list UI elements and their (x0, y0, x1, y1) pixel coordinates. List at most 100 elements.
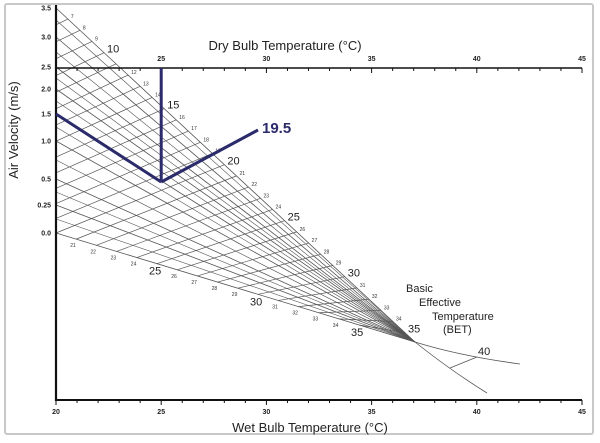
bet-scale-label: (BET) (443, 324, 472, 336)
bet-lower-label: 27 (191, 280, 197, 286)
bet-upper-label: 32 (372, 294, 378, 300)
velocity-line (55, 36, 416, 343)
velocity-line (55, 140, 416, 343)
bottom-axis-tick-label: 30 (263, 409, 271, 416)
bet-upper-label: 28 (324, 249, 330, 255)
velocity-line (55, 126, 416, 343)
bet-lower-label: 33 (313, 317, 319, 323)
bet-lower-label: 24 (131, 262, 137, 268)
bet-lower-label: 25 (149, 266, 161, 278)
velocity-line (55, 88, 416, 343)
bet-upper-label: 34 (396, 316, 402, 322)
velocity-line (55, 191, 416, 343)
bet-isoline (298, 298, 369, 307)
bet-isoline (55, 41, 93, 60)
left-axis-tick-label: 3.0 (41, 35, 51, 42)
bet-isoline (237, 265, 333, 289)
bet-isoline (136, 209, 273, 258)
bottom-axis-tick-label: 20 (52, 409, 60, 416)
bet-lower-label: 28 (212, 286, 218, 292)
bet-upper-label: 14 (155, 92, 161, 98)
bet-label-40: 40 (478, 346, 490, 358)
bet-upper-label: 8 (83, 25, 86, 31)
bet-isoline (116, 197, 261, 252)
bet-isoline (55, 164, 225, 234)
example-result-line (160, 128, 259, 184)
bottom-axis-tick-label: 45 (578, 409, 586, 416)
velocity-line (55, 100, 416, 343)
left-axis-tick-label: 0.0 (41, 231, 51, 238)
left-axis-tick-label: 1.0 (41, 139, 51, 146)
bet-lower-label: 29 (232, 292, 238, 298)
top-axis-tick-label: 25 (157, 56, 165, 63)
bet-curve-upper (414, 341, 521, 365)
bottom-axis-tick-label: 35 (368, 409, 376, 416)
bet-upper-label: 21 (239, 171, 245, 177)
bet-scale-label: Effective (419, 297, 461, 309)
bet-lower-label: 23 (111, 255, 117, 261)
bet-lower-label: 35 (351, 327, 363, 339)
bet-upper-label: 26 (300, 227, 306, 233)
left-axis-tick-label: 2.5 (41, 65, 51, 72)
bet-isoline (358, 324, 406, 334)
bet-isoline (257, 276, 345, 295)
bet-isoline (55, 153, 213, 219)
bet-isoline (76, 175, 237, 240)
bet-lower-label: 34 (333, 323, 339, 329)
left-axis-tick-label: 0.25 (37, 203, 51, 210)
bet-upper-label: 20 (227, 156, 239, 168)
bet-upper-label: 23 (264, 193, 270, 199)
bet-lower-label: 22 (90, 249, 96, 255)
bottom-axis-tick-label: 40 (473, 409, 481, 416)
bottom-axis-title: Wet Bulb Temperature (°C) (232, 420, 388, 435)
bet-upper-label: 31 (360, 283, 366, 289)
bet-lower-label: 30 (250, 296, 262, 308)
bet-upper-label: 30 (348, 268, 360, 280)
bet-upper-label: 7 (71, 14, 74, 20)
velocity-line (55, 232, 416, 343)
top-axis-tick-label: 40 (473, 56, 481, 63)
left-axis-tick-label: 3.5 (41, 6, 51, 13)
bet-upper-label: 13 (143, 81, 149, 87)
bet-isoline (318, 309, 381, 314)
bet-upper-label: 29 (336, 260, 342, 266)
bottom-axis-tick-label: 25 (157, 409, 165, 416)
bet-upper-label: 16 (179, 115, 185, 121)
bet-upper-label: 33 (384, 305, 390, 311)
bet-isoline (55, 29, 81, 43)
left-axis-tick-label: 0.5 (41, 177, 51, 184)
velocity-line (55, 218, 416, 343)
bet-isoline (55, 52, 105, 76)
bet-upper-label: 35 (408, 324, 420, 336)
top-axis-tick-label: 30 (263, 56, 271, 63)
bet-lower-label: 21 (70, 243, 76, 249)
bet-isoline (177, 231, 297, 271)
bet-upper-label: 12 (131, 70, 137, 76)
left-axis-title: Air Velocity (m/s) (6, 81, 21, 179)
velocity-line (55, 77, 416, 343)
bet-upper-label: 27 (312, 238, 318, 244)
left-axis-tick-label: 1.5 (41, 112, 51, 119)
velocity-line (55, 178, 416, 343)
bet-lower-label: 26 (171, 274, 177, 280)
chart-frame (4, 3, 594, 435)
top-axis-tick-label: 45 (578, 56, 586, 63)
bet-isoline (197, 242, 309, 277)
bet-isoline-40 (449, 356, 478, 369)
bet-lower-label: 31 (272, 304, 278, 310)
bet-isoline (55, 141, 201, 204)
top-axis-title: Dry Bulb Temperature (°C) (208, 38, 361, 53)
bet-upper-label: 10 (107, 44, 119, 56)
bet-isoline (55, 97, 153, 142)
velocity-line (55, 66, 416, 343)
bet-isoline (217, 253, 321, 283)
bet-lower-label: 32 (292, 311, 298, 317)
bet-isoline (55, 108, 165, 158)
bet-upper-label: 24 (276, 204, 282, 210)
velocity-line (55, 204, 416, 343)
bet-upper-label: 17 (191, 126, 197, 132)
bet-upper-label: 22 (251, 182, 257, 188)
bet-isoline (55, 119, 177, 174)
bet-scale-label: Temperature (432, 311, 494, 323)
